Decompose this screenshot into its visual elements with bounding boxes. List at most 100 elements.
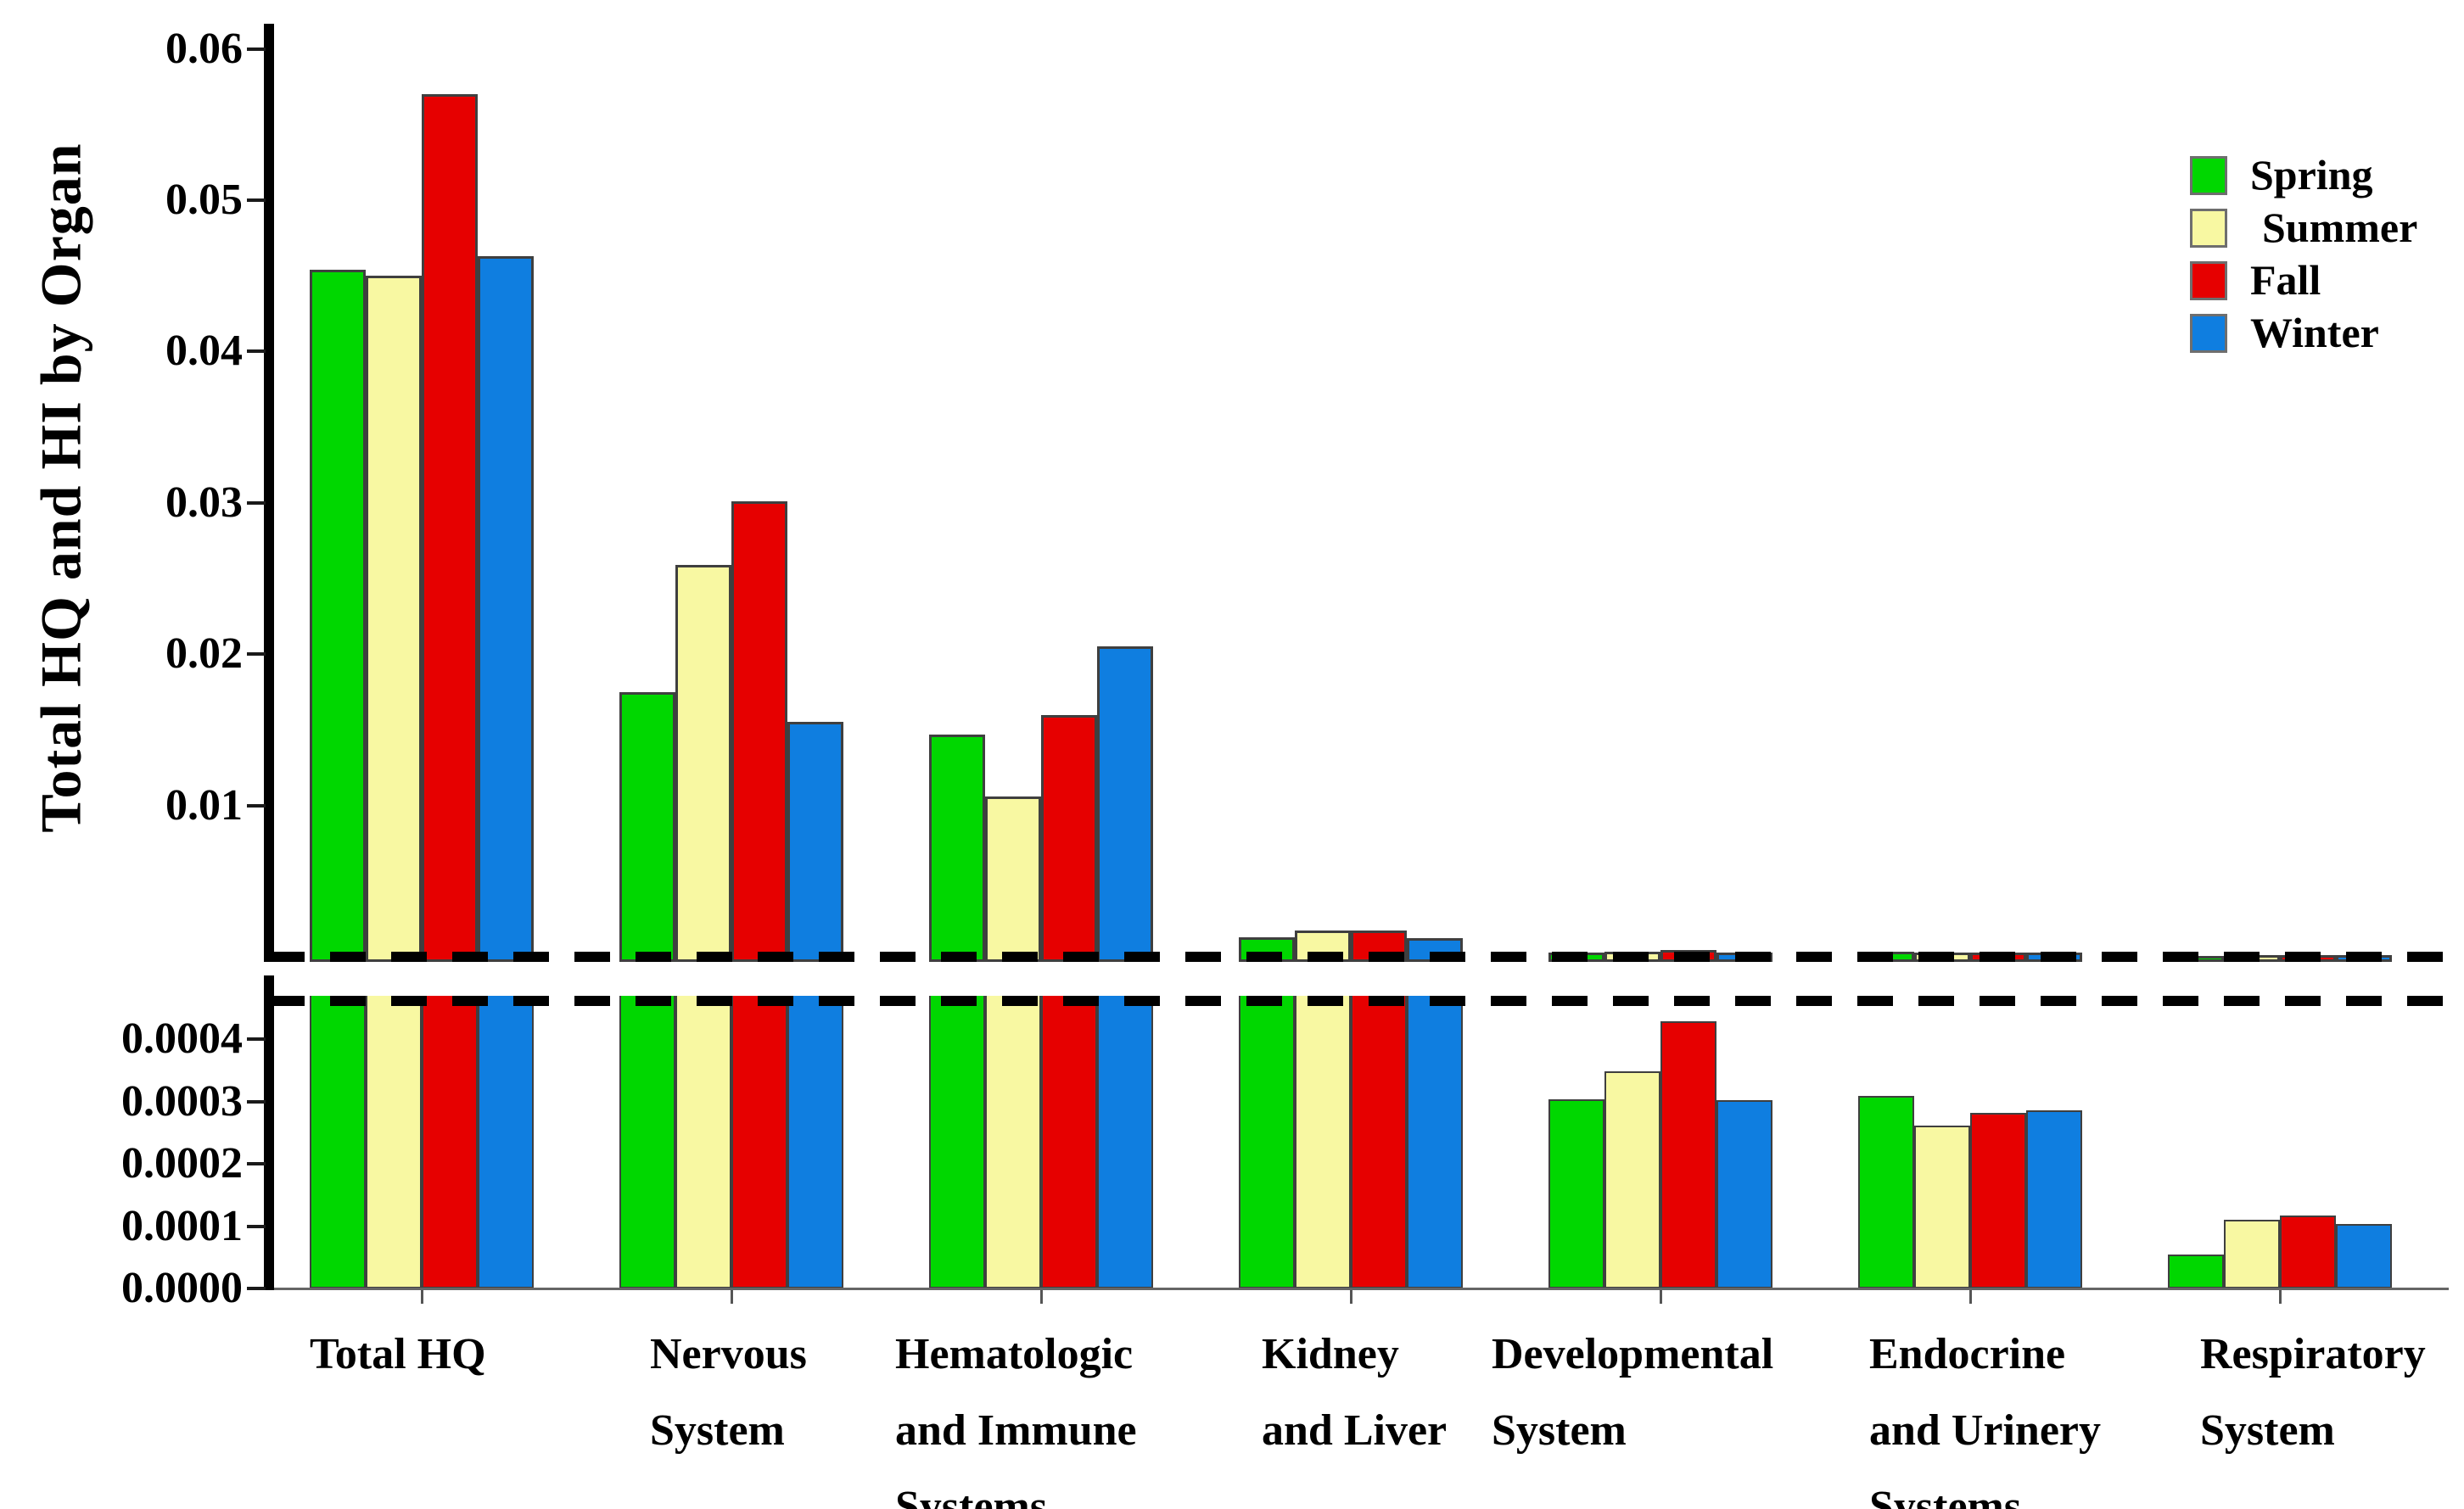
y-tick-label-bottom-4: 0.0001 — [121, 1201, 243, 1250]
y-tick-label-top-4: 0.03 — [165, 478, 243, 527]
bar-zoom-winter-2 — [787, 996, 843, 1288]
axis-break-line-lower — [269, 996, 2449, 1006]
x-axis-tick-6 — [1969, 1290, 1972, 1304]
legend-label-spring: Spring — [2250, 151, 2373, 198]
x-category-label-line: Systems — [895, 1483, 1048, 1509]
bar-top-fall-1 — [422, 94, 478, 962]
x-category-label-line: and Immune — [895, 1406, 1137, 1455]
bar-zoom-winter-4 — [1407, 996, 1463, 1288]
x-category-label-line: System — [1492, 1406, 1627, 1455]
bar-top-spring-3 — [929, 734, 985, 962]
bar-top-spring-1 — [310, 270, 366, 962]
legend-label-winter: Winter — [2250, 309, 2379, 356]
bar-zoom-summer-3 — [985, 996, 1041, 1288]
bar-zoom-summer-6 — [1914, 1126, 1970, 1288]
legend-label-fall: Fall — [2250, 256, 2321, 304]
bar-zoom-winter-1 — [478, 996, 534, 1288]
y-tick-label-top-6: 0.01 — [165, 780, 243, 830]
bar-zoom-winter-5 — [1716, 1100, 1772, 1288]
bar-zoom-spring-6 — [1858, 1095, 1914, 1288]
x-category-label-3: Hematologic and Immune Systems — [895, 1316, 1137, 1509]
y-tick-top-0.06 — [247, 47, 266, 51]
bar-zoom-winter-6 — [2026, 1109, 2082, 1288]
bar-top-spring-2 — [619, 691, 675, 962]
x-category-label-line: Total HQ — [310, 1330, 486, 1378]
x-axis-tick-1 — [421, 1290, 423, 1304]
bar-zoom-summer-1 — [366, 996, 422, 1288]
bar-zoom-summer-2 — [675, 996, 731, 1288]
y-tick-bottom-0.0000 — [247, 1287, 266, 1290]
y-tick-bottom-0.0004 — [247, 1037, 266, 1041]
y-tick-bottom-0.0001 — [247, 1224, 266, 1228]
x-category-label-line: and Liver — [1262, 1406, 1448, 1455]
y-tick-label-top-1: 0.06 — [165, 24, 243, 73]
bar-zoom-spring-2 — [619, 996, 675, 1288]
bar-top-summer-2 — [675, 564, 731, 962]
x-category-label-line: Hematologic — [895, 1330, 1134, 1378]
y-tick-label-top-5: 0.02 — [165, 629, 243, 679]
y-tick-bottom-0.0002 — [247, 1162, 266, 1165]
x-category-label-5: Developmental System — [1492, 1316, 1773, 1469]
bar-top-fall-2 — [731, 501, 787, 962]
y-tick-label-top-2: 0.05 — [165, 176, 243, 224]
bar-zoom-fall-2 — [731, 996, 787, 1288]
y-tick-top-0.02 — [247, 652, 266, 657]
x-axis-line — [269, 1288, 2449, 1290]
legend-swatch-winter — [2190, 314, 2227, 353]
x-axis-tick-2 — [731, 1290, 733, 1304]
x-category-label-line: System — [650, 1406, 785, 1455]
bar-zoom-summer-7 — [2224, 1220, 2280, 1288]
y-tick-top-0.05 — [247, 198, 266, 202]
bar-zoom-spring-5 — [1548, 1099, 1604, 1288]
bar-zoom-fall-7 — [2280, 1216, 2336, 1288]
axis-break-line-upper — [269, 952, 2449, 962]
x-category-label-line: Kidney — [1262, 1330, 1399, 1378]
x-category-label-2: Nervous System — [650, 1316, 807, 1469]
y-tick-label-bottom-1: 0.0004 — [121, 1014, 243, 1063]
legend-swatch-summer — [2190, 209, 2227, 248]
bar-top-fall-3 — [1041, 714, 1097, 962]
x-category-label-line: Nervous — [650, 1330, 807, 1378]
bar-top-summer-1 — [366, 276, 422, 962]
bar-top-winter-2 — [787, 722, 843, 962]
y-tick-top-0.01 — [247, 803, 266, 808]
bar-zoom-spring-4 — [1239, 996, 1295, 1288]
bar-zoom-fall-4 — [1351, 996, 1407, 1288]
x-category-label-line: Respiratory — [2200, 1330, 2426, 1378]
x-category-label-1: Total HQ — [310, 1316, 486, 1393]
bar-zoom-fall-5 — [1660, 1020, 1716, 1288]
bar-top-summer-3 — [985, 796, 1041, 962]
bar-zoom-spring-3 — [929, 996, 985, 1288]
x-category-label-line: Endocrine — [1869, 1330, 2066, 1378]
y-tick-label-bottom-3: 0.0002 — [121, 1139, 243, 1188]
bar-zoom-fall-3 — [1041, 996, 1097, 1288]
x-category-label-4: Kidney and Liver — [1262, 1316, 1447, 1469]
legend-swatch-fall — [2190, 261, 2227, 300]
bar-zoom-summer-4 — [1295, 996, 1351, 1288]
x-axis-tick-5 — [1660, 1290, 1662, 1304]
x-axis-tick-4 — [1350, 1290, 1352, 1304]
bar-top-winter-3 — [1097, 646, 1153, 962]
bar-zoom-fall-6 — [1970, 1112, 2026, 1288]
y-tick-label-bottom-5: 0.0000 — [121, 1264, 243, 1312]
bar-zoom-summer-5 — [1604, 1071, 1660, 1288]
bar-zoom-winter-7 — [2336, 1224, 2392, 1288]
y-axis-line-top — [264, 24, 274, 962]
bar-top-winter-1 — [478, 256, 534, 962]
x-category-label-line: Systems — [1869, 1483, 2022, 1509]
legend-label-summer: Summer — [2262, 204, 2418, 251]
y-tick-top-0.04 — [247, 349, 266, 354]
x-axis-tick-7 — [2279, 1290, 2282, 1304]
x-axis-tick-3 — [1040, 1290, 1043, 1304]
x-category-label-6: Endocrine and Urinery Systems — [1869, 1316, 2101, 1509]
bar-zoom-fall-1 — [422, 996, 478, 1288]
y-tick-top-0.03 — [247, 500, 266, 505]
y-tick-label-bottom-2: 0.0003 — [121, 1076, 243, 1126]
y-tick-label-top-3: 0.04 — [165, 327, 243, 376]
legend-swatch-spring — [2190, 156, 2227, 195]
y-tick-bottom-0.0003 — [247, 1099, 266, 1104]
y-axis-line-bottom — [264, 975, 274, 1290]
x-category-label-7: Respiratory System — [2200, 1316, 2426, 1469]
x-category-label-line: and Urinery — [1869, 1406, 2101, 1455]
